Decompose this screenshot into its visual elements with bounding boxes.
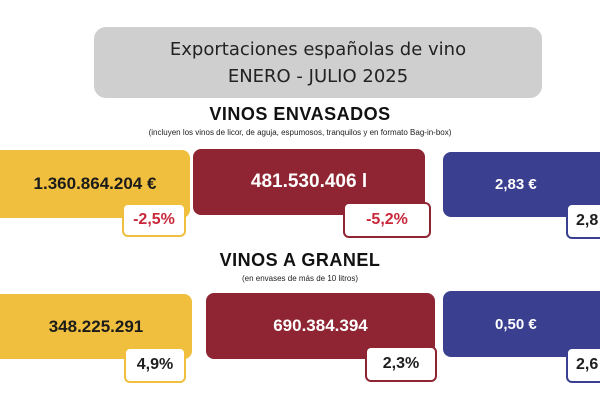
granel-price: 0,50 € [495, 315, 537, 333]
granel-price-change: 2,6 [576, 356, 599, 373]
report-period: ENERO - JULIO 2025 [227, 65, 409, 87]
granel-volume-change-badge: 2,3% [365, 346, 437, 382]
report-title-box: Exportaciones españolas de vino ENERO - … [94, 27, 542, 98]
section-title-envasados: VINOS ENVASADOS [209, 104, 391, 124]
granel-value: 348.225.291 [48, 316, 144, 336]
envasados-volume-change: -5,2% [366, 211, 408, 228]
envasados-value-change-badge: -2,5% [122, 203, 186, 237]
envasados-value-card: 1.360.864.204 € [0, 150, 190, 218]
granel-volume: 690.384.394 [273, 316, 368, 335]
envasados-value: 1.360.864.204 € [33, 174, 157, 193]
granel-price-card: 0,50 € [443, 291, 600, 357]
section-subtitle-envasados: (incluyen los vinos de licor, de aguja, … [148, 128, 452, 137]
envasados-price: 2,83 € [495, 176, 537, 193]
envasados-value-change: -2,5% [133, 211, 175, 228]
section-title-granel: VINOS A GRANEL [219, 250, 381, 270]
granel-volume-change: 2,3% [382, 355, 420, 372]
envasados-volume: 481.530.406 l [250, 171, 368, 192]
envasados-price-change: 2,8 [576, 212, 599, 229]
granel-value-change: 4,9% [136, 356, 174, 373]
envasados-price-change-badge: 2,8 [566, 203, 600, 239]
section-subtitle-granel: (en envases de más de 10 litros) [241, 274, 359, 283]
envasados-volume-change-badge: -5,2% [343, 202, 431, 238]
envasados-volume-card: 481.530.406 l [193, 149, 425, 215]
report-title: Exportaciones españolas de vino [169, 38, 467, 60]
granel-price-change-badge: 2,6 [566, 347, 600, 383]
granel-value-change-badge: 4,9% [124, 347, 186, 383]
